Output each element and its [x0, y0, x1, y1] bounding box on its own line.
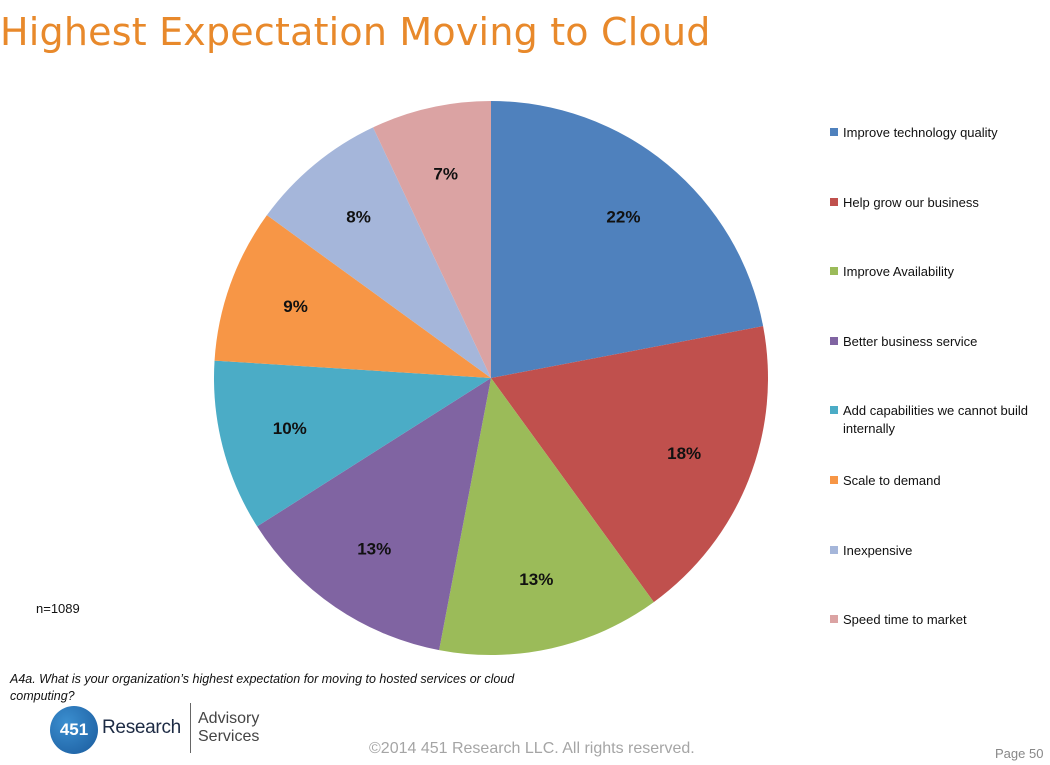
pie-slice-help-grow-our-business — [491, 326, 768, 603]
slice-value-label: 18% — [667, 444, 701, 463]
logo-wordmark: Research — [102, 717, 181, 738]
legend-swatch — [830, 406, 838, 414]
legend-swatch — [830, 128, 838, 136]
pie-slice-add-capabilities-we-cannot-build-internally — [214, 360, 491, 527]
pie-slice-inexpensive — [266, 127, 491, 378]
slice-value-label: 7% — [433, 165, 458, 184]
legend-label: Better business service — [843, 334, 978, 349]
legend-swatch — [830, 267, 838, 275]
legend-label: Inexpensive — [843, 543, 913, 558]
legend-swatch — [830, 198, 838, 206]
legend-label: Help grow our business — [843, 195, 979, 210]
pie-slice-better-business-service — [257, 378, 491, 651]
legend-item-help-grow-our-business: Help grow our business — [830, 194, 1045, 212]
legend-swatch — [830, 615, 838, 623]
legend-swatch — [830, 337, 838, 345]
pie-slice-scale-to-demand — [214, 215, 491, 378]
logo-divider — [190, 703, 191, 753]
sample-size-note: n=1089 — [36, 601, 80, 616]
pie-slice-speed-time-to-market — [373, 101, 491, 378]
legend-label: Add capabilities we cannot build interna… — [843, 403, 1029, 436]
legend-swatch — [830, 476, 838, 484]
legend-item-add-capabilities-we-cannot-build-internally: Add capabilities we cannot build interna… — [830, 402, 1045, 438]
slice-value-label: 9% — [283, 297, 308, 316]
legend-item-speed-time-to-market: Speed time to market — [830, 611, 1045, 629]
pie-slice-improve-availability — [439, 378, 654, 655]
slice-value-label: 13% — [357, 539, 391, 558]
legend-label: Improve Availability — [843, 264, 955, 279]
page-number: Page 50 — [995, 746, 1044, 761]
slice-value-label: 22% — [606, 207, 640, 226]
logo-subtitle: Advisory Services — [198, 710, 260, 745]
company-logo: 451 Research Advisory Services — [50, 703, 280, 755]
legend-label: Improve technology quality — [843, 125, 998, 140]
copyright-notice: ©2014 451 Research LLC. All rights reser… — [369, 740, 695, 757]
legend-label: Scale to demand — [843, 473, 941, 488]
slice-value-label: 10% — [273, 419, 307, 438]
logo-circle-icon: 451 — [50, 706, 98, 754]
legend-item-improve-technology-quality: Improve technology quality — [830, 124, 1045, 142]
legend-item-better-business-service: Better business service — [830, 333, 1045, 351]
legend-label: Speed time to market — [843, 612, 967, 627]
legend-item-improve-availability: Improve Availability — [830, 263, 1045, 281]
slice-value-label: 8% — [346, 207, 371, 226]
slice-value-label: 13% — [519, 570, 553, 589]
legend-item-inexpensive: Inexpensive — [830, 542, 1045, 560]
pie-slice-improve-technology-quality — [491, 101, 764, 378]
survey-question: A4a. What is your organization’s highest… — [10, 672, 515, 703]
legend-item-scale-to-demand: Scale to demand — [830, 472, 1045, 490]
legend-swatch — [830, 546, 838, 554]
page-title: Highest Expectation Moving to Cloud — [0, 10, 711, 54]
